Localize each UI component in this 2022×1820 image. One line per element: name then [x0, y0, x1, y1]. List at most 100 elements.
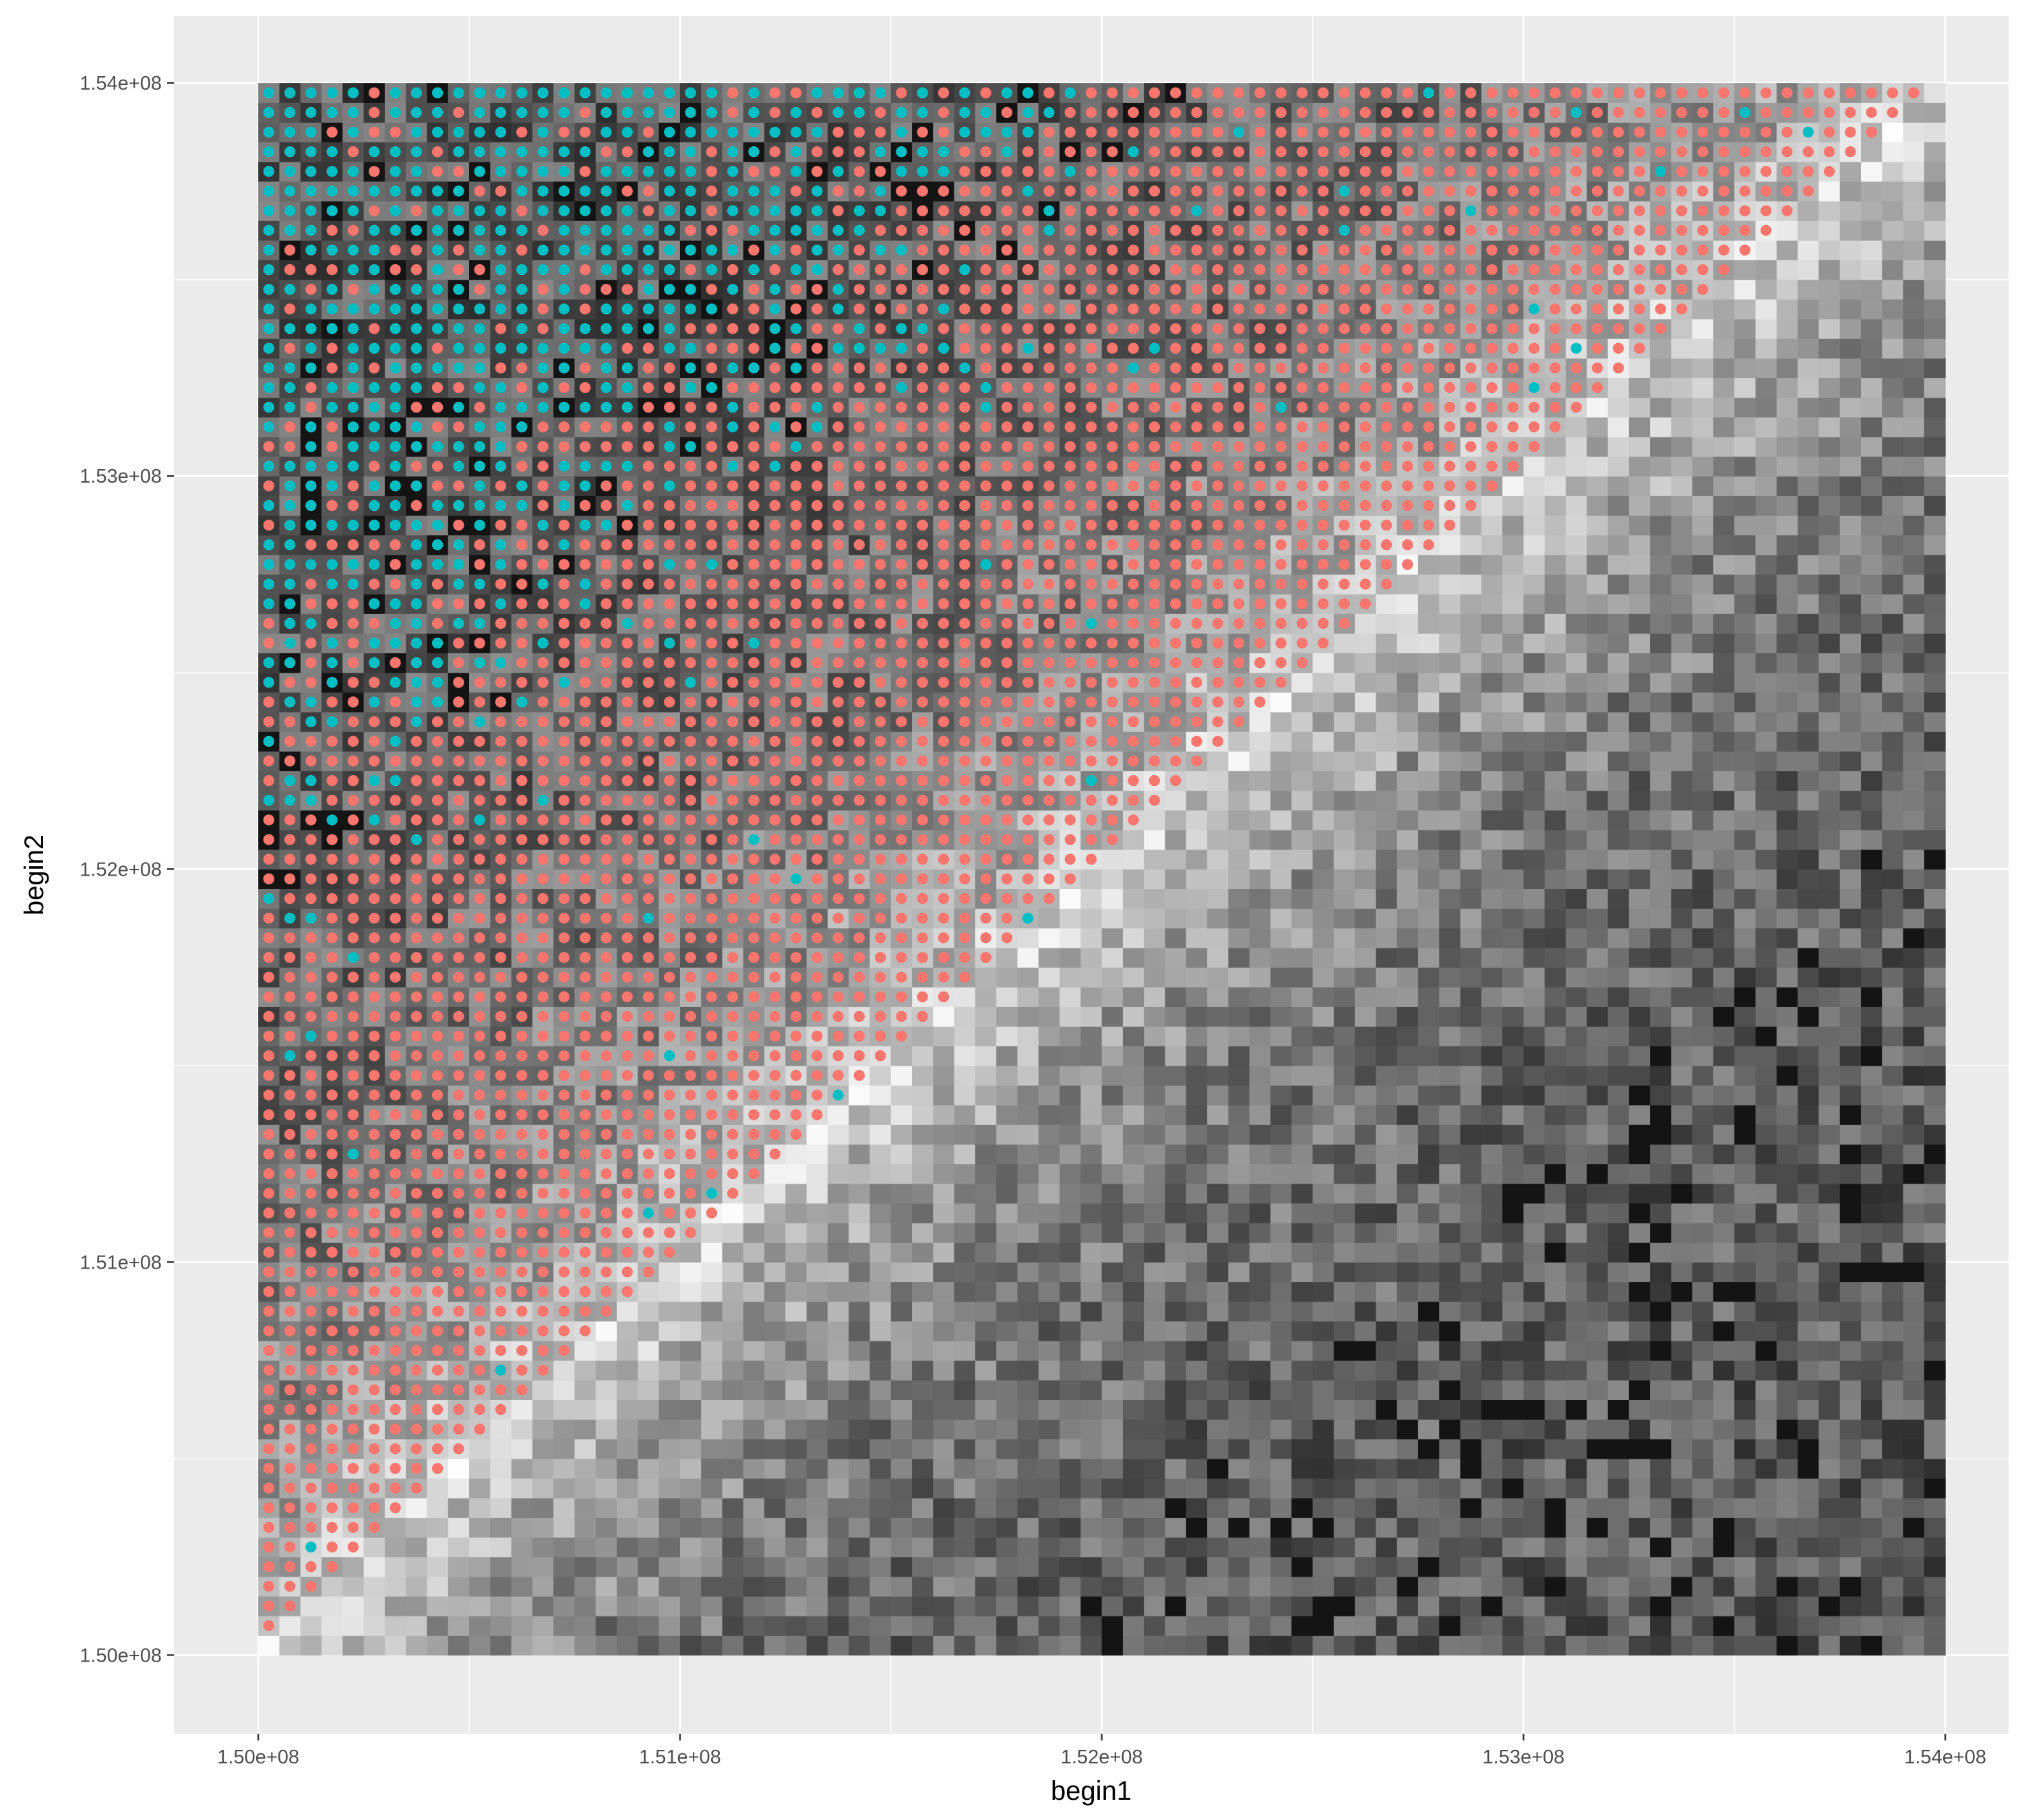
heat-tile	[1333, 712, 1355, 732]
heat-tile	[1355, 692, 1376, 712]
heat-tile	[1523, 1478, 1545, 1498]
heat-tile	[1523, 1399, 1545, 1420]
heat-tile	[1165, 1124, 1187, 1145]
heat-tile	[1144, 1498, 1166, 1518]
heat-tile	[1038, 1537, 1060, 1558]
heat-tile	[1523, 495, 1545, 516]
heat-tile	[1397, 692, 1419, 712]
heat-tile	[342, 1576, 365, 1597]
heat-tile	[384, 1576, 406, 1597]
heat-tile	[1228, 1419, 1250, 1440]
heat-tile	[1228, 1281, 1250, 1302]
heat-tile	[1460, 1419, 1482, 1440]
heat-tile	[1565, 1380, 1587, 1400]
heat-tile	[954, 1006, 976, 1027]
heat-tile	[1417, 1085, 1440, 1105]
heat-tile	[658, 1517, 681, 1538]
heat-tile	[1186, 790, 1208, 811]
heat-tile	[427, 1517, 449, 1538]
heat-tile	[806, 1144, 828, 1165]
heat-tile	[890, 1458, 913, 1479]
heat-tile	[975, 1301, 997, 1322]
heat-tile	[1207, 1635, 1229, 1656]
heat-tile	[1017, 1242, 1039, 1263]
heat-tile	[1312, 1458, 1335, 1479]
heat-tile	[1207, 1576, 1229, 1597]
heat-tile	[1481, 1281, 1503, 1302]
heat-tile	[933, 1517, 955, 1538]
heat-tile	[785, 1635, 807, 1656]
heat-tile	[1417, 1419, 1440, 1440]
heat-tile	[553, 1517, 576, 1538]
heat-tile	[1523, 1301, 1545, 1322]
heat-tile	[1144, 1242, 1166, 1263]
heat-tile	[1101, 1026, 1124, 1047]
heat-tile	[1080, 1301, 1103, 1322]
heat-tile	[1101, 1144, 1124, 1165]
heat-tile	[1101, 1183, 1124, 1204]
heat-tile	[1376, 712, 1398, 732]
heat-tile	[806, 1458, 828, 1479]
heat-tile	[1270, 1144, 1292, 1165]
heat-tile	[1439, 987, 1461, 1007]
heat-tile	[1270, 1105, 1292, 1125]
heat-tile	[1101, 1085, 1124, 1105]
heat-tile	[1122, 1556, 1144, 1577]
heat-tile	[1207, 987, 1229, 1007]
heat-tile	[1565, 1537, 1587, 1558]
heat-tile	[1038, 1163, 1060, 1184]
heat-tile	[1312, 1537, 1335, 1558]
heat-tile	[869, 1380, 892, 1400]
heat-tile	[1481, 1537, 1503, 1558]
heat-tile	[1502, 1340, 1524, 1361]
heat-tile	[890, 1124, 913, 1145]
heat-tile	[1481, 1045, 1503, 1066]
heat-tile	[1544, 1596, 1566, 1616]
heat-tile	[427, 1596, 449, 1616]
heat-tile	[511, 1596, 533, 1616]
heat-tile	[1249, 810, 1271, 830]
heat-tile	[1460, 1458, 1482, 1479]
heat-tile	[1460, 1183, 1482, 1204]
heat-tile	[1544, 1105, 1566, 1125]
heat-tile	[1270, 1517, 1292, 1538]
heat-tile	[469, 1478, 491, 1498]
heat-tile	[1333, 672, 1355, 693]
heat-tile	[1080, 869, 1103, 889]
heat-tile	[1207, 967, 1229, 988]
heat-tile	[1060, 1360, 1081, 1381]
heat-tile	[1228, 1458, 1250, 1479]
heat-tile	[785, 1498, 807, 1518]
heat-tile	[1060, 1517, 1081, 1538]
heat-tile	[1523, 1556, 1545, 1577]
heat-tile	[658, 1498, 681, 1518]
heat-tile	[764, 1242, 786, 1263]
heat-tile	[1544, 731, 1566, 752]
heat-tile	[1038, 987, 1060, 1007]
heat-tile	[1291, 790, 1314, 811]
heat-tile	[1186, 1556, 1208, 1577]
heat-tile	[1165, 1576, 1187, 1597]
heat-tile	[1186, 1262, 1208, 1283]
heat-tile	[1101, 1223, 1124, 1243]
heat-tile	[912, 1635, 933, 1656]
heat-tile	[806, 1203, 828, 1223]
heat-tile	[933, 1085, 955, 1105]
heat-tile	[1481, 633, 1503, 654]
heat-tile	[1502, 1262, 1524, 1283]
heat-tile	[1017, 1163, 1039, 1184]
heat-tile	[490, 1458, 512, 1479]
heat-tile	[1333, 1517, 1355, 1538]
heat-tile	[1080, 1635, 1103, 1656]
heat-tile	[827, 1262, 849, 1283]
heat-tile	[1249, 869, 1271, 889]
heat-tile	[1397, 1556, 1419, 1577]
heat-tile	[1249, 1105, 1271, 1125]
heat-tile	[1228, 790, 1250, 811]
heat-tile	[1207, 770, 1229, 791]
heat-tile	[679, 1419, 702, 1440]
heat-tile	[1291, 1498, 1314, 1518]
heat-tile	[1439, 653, 1461, 673]
heat-tile	[490, 1556, 512, 1577]
heat-tile	[427, 1635, 449, 1656]
